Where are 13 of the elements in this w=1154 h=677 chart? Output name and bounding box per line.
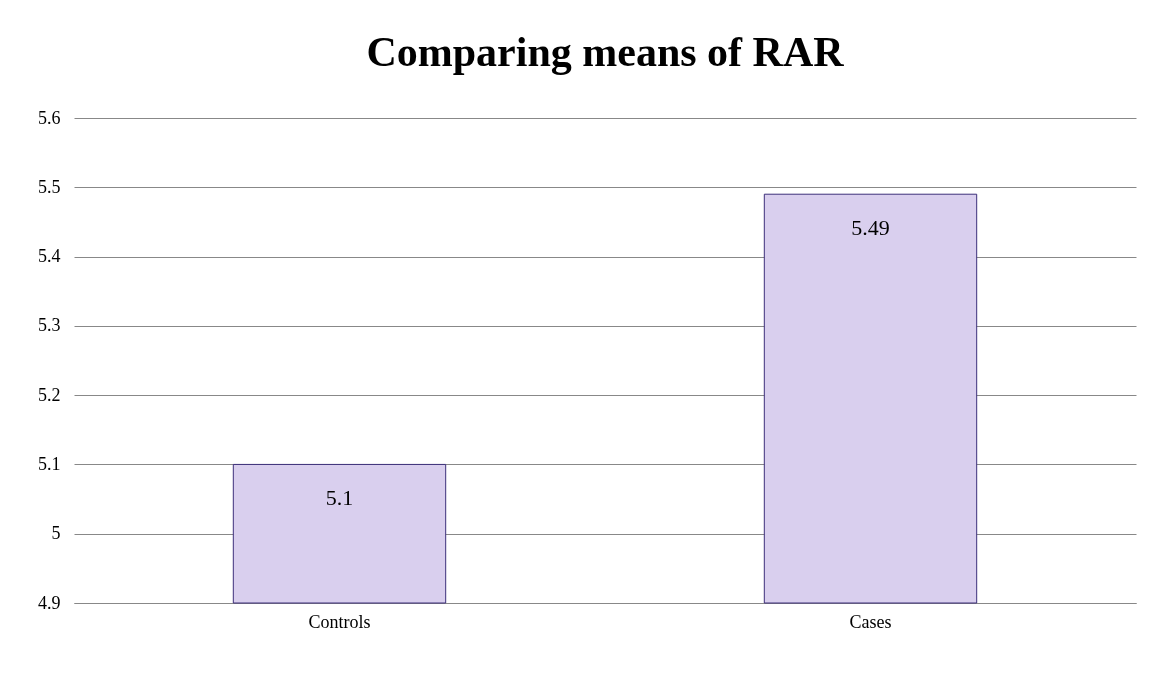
y-tick-label: 5.5 (38, 176, 61, 197)
x-tick-label: Controls (308, 611, 371, 632)
x-tick-label: Cases (849, 611, 892, 632)
chart-title: Comparing means of RAR (366, 29, 845, 75)
y-tick-label: 5.3 (38, 315, 61, 336)
y-tick-label: 5.2 (38, 384, 61, 405)
y-tick-label: 5.6 (38, 107, 61, 128)
y-tick-label: 5.1 (38, 453, 61, 474)
y-tick-label: 5.4 (38, 246, 61, 267)
data-label: 5.49 (851, 215, 890, 241)
data-label: 5.1 (325, 485, 354, 511)
y-tick-label: 4.9 (38, 592, 61, 613)
y-tick-label: 5 (51, 523, 61, 544)
